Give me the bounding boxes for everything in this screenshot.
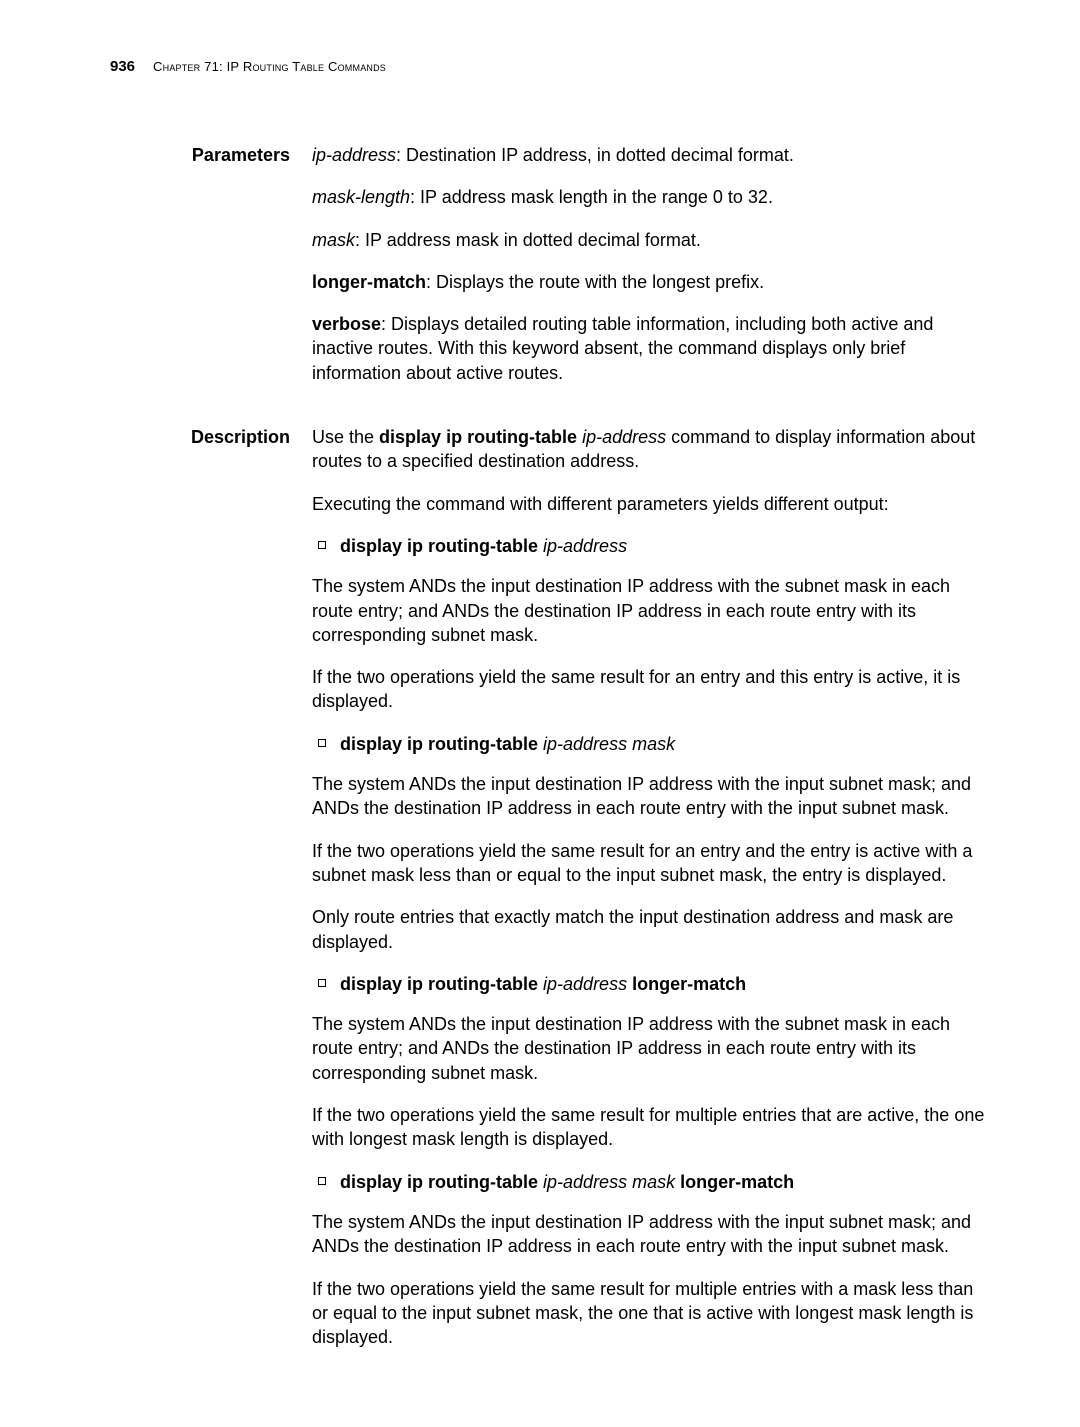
b3-p1: The system ANDs the input destination IP… [312, 1012, 990, 1085]
intro-cmd: display ip routing-table [379, 427, 577, 447]
section-label-description: Description [110, 425, 290, 1367]
intro-arg: ip-address [582, 427, 666, 447]
term-longer-match: longer-match [312, 272, 426, 292]
bullet-3-text: display ip routing-table ip-address long… [340, 972, 746, 996]
b2-arg: ip-address mask [543, 734, 675, 754]
bullet-item-4: display ip routing-table ip-address mask… [312, 1170, 990, 1194]
desc-mask: : IP address mask in dotted decimal form… [355, 230, 701, 250]
b2-p3: Only route entries that exactly match th… [312, 905, 990, 954]
param-ip-address: ip-address: Destination IP address, in d… [312, 143, 990, 167]
desc-longer-match: : Displays the route with the longest pr… [426, 272, 764, 292]
intro-pre: Use the [312, 427, 379, 447]
section-label-parameters: Parameters [110, 143, 290, 425]
b1-p1: The system ANDs the input destination IP… [312, 574, 990, 647]
chapter-title: Chapter 71: IP Routing Table Commands [153, 59, 386, 74]
desc-mask-length: : IP address mask length in the range 0 … [410, 187, 773, 207]
b4-cmd: display ip routing-table [340, 1172, 538, 1192]
term-ip-address: ip-address [312, 145, 396, 165]
executing-line: Executing the command with different par… [312, 492, 990, 516]
bullet-icon [318, 739, 326, 747]
parameters-body: ip-address: Destination IP address, in d… [312, 143, 990, 425]
page-number: 936 [110, 58, 135, 75]
bullet-item-1: display ip routing-table ip-address [312, 534, 990, 558]
bullet-4-text: display ip routing-table ip-address mask… [340, 1170, 794, 1194]
param-mask-length: mask-length: IP address mask length in t… [312, 185, 990, 209]
bullet-2-text: display ip routing-table ip-address mask [340, 732, 675, 756]
bullet-item-3: display ip routing-table ip-address long… [312, 972, 990, 996]
b2-p2: If the two operations yield the same res… [312, 839, 990, 888]
b1-arg: ip-address [543, 536, 627, 556]
desc-verbose: : Displays detailed routing table inform… [312, 314, 933, 383]
description-body: Use the display ip routing-table ip-addr… [312, 425, 990, 1367]
b3-arg: ip-address [543, 974, 627, 994]
b4-p2: If the two operations yield the same res… [312, 1277, 990, 1350]
param-verbose: verbose: Displays detailed routing table… [312, 312, 990, 385]
bullet-item-2: display ip routing-table ip-address mask [312, 732, 990, 756]
b3-cmd: display ip routing-table [340, 974, 538, 994]
bullet-1-text: display ip routing-table ip-address [340, 534, 627, 558]
b2-p1: The system ANDs the input destination IP… [312, 772, 990, 821]
b4-p1: The system ANDs the input destination IP… [312, 1210, 990, 1259]
b2-cmd: display ip routing-table [340, 734, 538, 754]
b1-p2: If the two operations yield the same res… [312, 665, 990, 714]
bullet-icon [318, 1177, 326, 1185]
page-header: 936 Chapter 71: IP Routing Table Command… [110, 58, 990, 75]
b1-cmd: display ip routing-table [340, 536, 538, 556]
bullet-icon [318, 541, 326, 549]
term-mask: mask [312, 230, 355, 250]
bullet-icon [318, 979, 326, 987]
b3-suffix: longer-match [632, 974, 746, 994]
b3-p2: If the two operations yield the same res… [312, 1103, 990, 1152]
param-mask: mask: IP address mask in dotted decimal … [312, 228, 990, 252]
desc-ip-address: : Destination IP address, in dotted deci… [396, 145, 794, 165]
b4-arg: ip-address mask [543, 1172, 675, 1192]
b4-suffix: longer-match [680, 1172, 794, 1192]
document-page: 936 Chapter 71: IP Routing Table Command… [0, 0, 1080, 1427]
description-intro: Use the display ip routing-table ip-addr… [312, 425, 990, 474]
term-mask-length: mask-length [312, 187, 410, 207]
param-longer-match: longer-match: Displays the route with th… [312, 270, 990, 294]
term-verbose: verbose [312, 314, 381, 334]
main-content: Parameters ip-address: Destination IP ad… [110, 143, 990, 1367]
